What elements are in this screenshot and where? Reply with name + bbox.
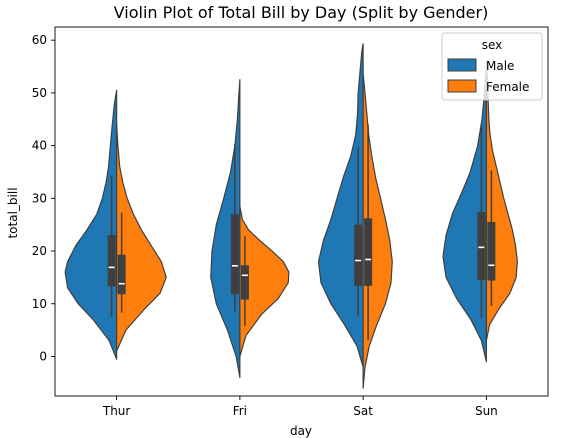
chart-title: Violin Plot of Total Bill by Day (Split … — [114, 3, 489, 22]
violin-sun — [442, 60, 518, 363]
iqr-box-female-fri — [240, 265, 249, 300]
violin-sat — [317, 43, 393, 389]
violin-half-male-fri — [210, 79, 241, 379]
legend: sex Male Female — [441, 32, 543, 101]
x-axis-label: day — [290, 424, 312, 438]
legend-title: sex — [482, 38, 503, 52]
x-tick-label: Fri — [233, 404, 247, 418]
violin-half-female-fri — [239, 205, 290, 358]
y-tick-label: 50 — [32, 86, 47, 100]
y-tick-label: 60 — [32, 33, 47, 47]
violin-half-male-sat — [317, 43, 364, 368]
y-tick-label: 0 — [39, 349, 47, 363]
y-tick-label: 30 — [32, 191, 47, 205]
legend-label-male: Male — [486, 59, 514, 73]
y-tick-label: 40 — [32, 139, 47, 153]
legend-swatch-male — [447, 58, 477, 72]
violin-half-female-sat — [362, 73, 393, 389]
iqr-box-female-sun — [487, 222, 496, 281]
iqr-box-male-fri — [230, 214, 239, 295]
plot-area — [64, 43, 518, 389]
violin-fri — [210, 79, 290, 379]
violin-half-female-thur — [116, 123, 167, 352]
violin-half-male-sun — [442, 65, 487, 363]
x-tick-label: Sun — [475, 404, 498, 418]
iqr-box-male-thur — [107, 235, 116, 287]
y-axis-label: total_bill — [6, 187, 20, 238]
iqr-box-male-sat — [354, 224, 363, 286]
plot-frame — [54, 26, 549, 397]
iqr-box-female-thur — [117, 254, 126, 295]
iqr-box-male-sun — [477, 212, 486, 281]
y-tick-label: 10 — [32, 297, 47, 311]
axes: 0 10 20 30 40 50 60 Thur Fri Sat Sun — [32, 26, 549, 418]
x-tick-label: Sat — [353, 404, 373, 418]
iqr-box-female-sat — [364, 218, 373, 286]
legend-swatch-female — [447, 79, 477, 93]
legend-label-female: Female — [486, 80, 529, 94]
violin-thur — [64, 89, 167, 360]
y-tick-label: 20 — [32, 244, 47, 258]
violin-half-male-thur — [64, 89, 118, 360]
x-tick-label: Thur — [102, 404, 131, 418]
